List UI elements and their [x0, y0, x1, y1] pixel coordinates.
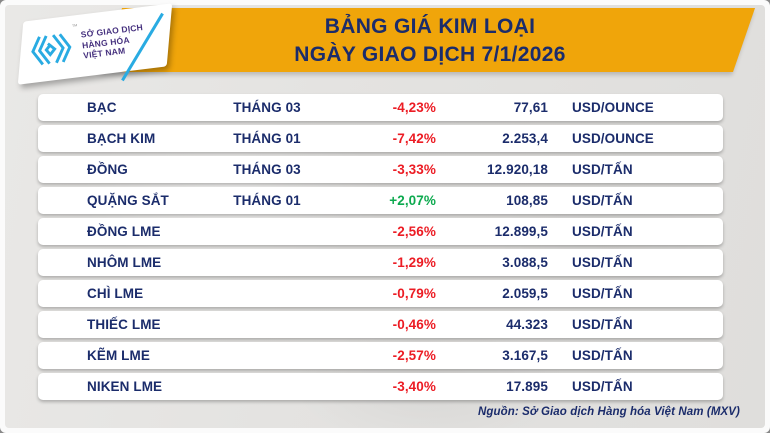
- change-percent: -2,56%: [392, 224, 436, 239]
- commodity-name: CHÌ LME: [87, 286, 144, 301]
- price-unit: USD/OUNCE: [572, 100, 654, 115]
- change-percent: -1,29%: [392, 255, 436, 270]
- price-value: 3.088,5: [502, 255, 548, 270]
- commodity-name: THIẾC LME: [87, 317, 161, 332]
- change-percent: -0,79%: [392, 286, 436, 301]
- contract-month: THÁNG 01: [233, 131, 301, 146]
- commodity-name: QUẶNG SẮT: [87, 193, 169, 208]
- mxv-chevron-logo-icon: [31, 33, 72, 66]
- commodity-name: NHÔM LME: [87, 255, 162, 270]
- price-value: 3.167,5: [502, 348, 548, 363]
- change-percent: -0,46%: [392, 317, 436, 332]
- table-row: KẼM LME -2,57% 3.167,5 USD/TẤN: [38, 342, 723, 369]
- price-value: 12.920,18: [487, 162, 548, 177]
- change-percent: -4,23%: [392, 100, 436, 115]
- commodity-name: NIKEN LME: [87, 379, 163, 394]
- change-percent: -2,57%: [392, 348, 436, 363]
- table-row: ĐỒNG THÁNG 03 -3,33% 12.920,18 USD/TẤN: [38, 156, 723, 183]
- change-percent: -3,33%: [392, 162, 436, 177]
- price-value: 2.059,5: [502, 286, 548, 301]
- price-unit: USD/TẤN: [572, 348, 633, 363]
- commodity-name: ĐỒNG LME: [87, 224, 161, 239]
- change-percent: +2,07%: [389, 193, 436, 208]
- price-value: 2.253,4: [502, 131, 548, 146]
- table-row: ĐỒNG LME -2,56% 12.899,5 USD/TẤN: [38, 218, 723, 245]
- contract-month: THÁNG 03: [233, 100, 301, 115]
- price-value: 12.899,5: [494, 224, 548, 239]
- price-table: BẠC THÁNG 03 -4,23% 77,61 USD/OUNCE BẠCH…: [38, 94, 723, 404]
- price-unit: USD/TẤN: [572, 255, 633, 270]
- board-title: BẢNG GIÁ KIM LOẠI NGÀY GIAO DỊCH 7/1/202…: [160, 13, 700, 69]
- price-value: 77,61: [513, 100, 548, 115]
- source-credit: Nguồn: Sở Giao dịch Hàng hóa Việt Nam (M…: [477, 406, 740, 418]
- trademark-symbol: ™: [71, 23, 79, 31]
- table-row: CHÌ LME -0,79% 2.059,5 USD/TẤN: [38, 280, 723, 307]
- price-unit: USD/TẤN: [572, 162, 633, 177]
- price-unit: USD/TẤN: [572, 286, 633, 301]
- price-unit: USD/TẤN: [572, 379, 633, 394]
- table-row: NIKEN LME -3,40% 17.895 USD/TẤN: [38, 373, 723, 400]
- contract-month: THÁNG 01: [233, 193, 301, 208]
- change-percent: -7,42%: [392, 131, 436, 146]
- commodity-name: ĐỒNG: [87, 162, 128, 177]
- board-title-line2: NGÀY GIAO DỊCH 7/1/2026: [294, 43, 566, 66]
- commodity-name: KẼM LME: [87, 348, 150, 363]
- commodity-name: BẠC: [87, 100, 117, 115]
- price-unit: USD/TẤN: [572, 224, 633, 239]
- table-row: BẠC THÁNG 03 -4,23% 77,61 USD/OUNCE: [38, 94, 723, 121]
- price-value: 17.895: [506, 379, 548, 394]
- mxv-logo-card: ™ SỞ GIAO DỊCH HÀNG HÓA VIỆT NAM: [17, 3, 173, 85]
- table-row: QUẶNG SẮT THÁNG 01 +2,07% 108,85 USD/TẤN: [38, 187, 723, 214]
- commodity-name: BẠCH KIM: [87, 131, 156, 146]
- change-percent: -3,40%: [392, 379, 436, 394]
- contract-month: THÁNG 03: [233, 162, 301, 177]
- table-row: THIẾC LME -0,46% 44.323 USD/TẤN: [38, 311, 723, 338]
- board-title-line1: BẢNG GIÁ KIM LOẠI: [324, 15, 536, 38]
- price-unit: USD/TẤN: [572, 193, 633, 208]
- price-value: 44.323: [506, 317, 548, 332]
- table-row: NHÔM LME -1,29% 3.088,5 USD/TẤN: [38, 249, 723, 276]
- price-value: 108,85: [506, 193, 548, 208]
- price-unit: USD/TẤN: [572, 317, 633, 332]
- table-row: BẠCH KIM THÁNG 01 -7,42% 2.253,4 USD/OUN…: [38, 125, 723, 152]
- price-unit: USD/OUNCE: [572, 131, 654, 146]
